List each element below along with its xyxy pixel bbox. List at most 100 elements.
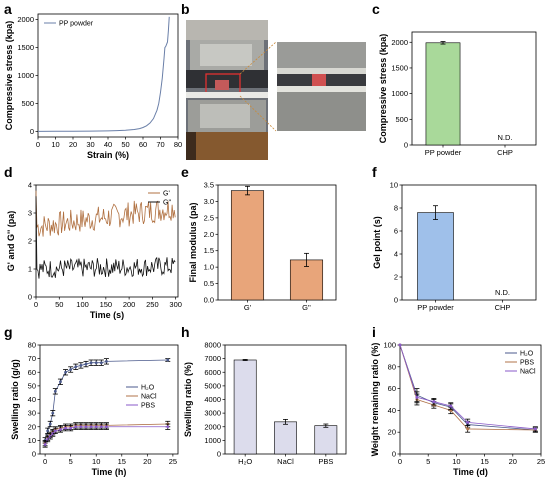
data-point-g-0 [51, 411, 55, 415]
panel-letter-b: b [181, 1, 190, 17]
series-line-d-1 [35, 196, 176, 279]
x-tick-label-a: 0 [36, 140, 40, 149]
x-tick-label-d: 150 [100, 300, 113, 309]
y-tick-label-f: 6 [394, 227, 398, 236]
data-point-g-2 [64, 426, 67, 430]
series-line-i-1 [399, 344, 536, 431]
bar-f-0 [417, 212, 454, 301]
y-tick-label-a: 1000 [17, 71, 34, 80]
panel-letter-h: h [181, 324, 190, 340]
bar-e-0 [230, 190, 265, 301]
y-tick-label-e: 0.5 [204, 279, 214, 288]
legend-label-i: PBS [520, 360, 534, 367]
y-tick-label-g: 0 [32, 450, 36, 459]
x-tick-label-a: 80 [174, 140, 182, 149]
plot-frame-i [399, 344, 542, 455]
y-tick-label-e: 1.5 [204, 246, 214, 255]
y-tick-label-d: 0 [28, 293, 32, 302]
y-tick-label-e: 2.5 [204, 213, 214, 222]
panel-d: 0 1 2 3 4 0 50 100 150 200 250 300 Time (s) G' and G'… [6, 181, 182, 321]
data-point-g-0 [74, 365, 78, 369]
y-tick-label-e: 1.0 [204, 263, 214, 272]
y-tick-label-i: 60 [388, 384, 396, 393]
y-axis-label-f: Gel point (s) [372, 216, 382, 269]
x-tick-label-i: 10 [452, 457, 460, 466]
data-point-g-0 [105, 359, 108, 363]
x-tick-label-i: 20 [509, 457, 517, 466]
y-axis-label-h: Swelling ratio (%) [183, 362, 193, 437]
series-line-pp-powder [37, 16, 170, 132]
legend-label-a: PP powder [59, 21, 94, 28]
y-tick-label-g: 30 [28, 409, 36, 418]
category-label-h: NaCl [277, 457, 294, 466]
y-tick-label-d: 3 [28, 209, 32, 218]
y-tick-label-f: 2 [394, 273, 398, 282]
y-tick-label-g: 70 [28, 354, 36, 363]
panel-a: 0 500 1000 1500 2000 0 10 20 30 40 50 60 70 80 Strain … [4, 13, 182, 160]
x-tick-label-i: 0 [398, 457, 402, 466]
y-tick-label-g: 10 [28, 436, 36, 445]
data-point-i-2 [466, 420, 470, 424]
data-point-i-1 [466, 427, 470, 431]
x-tick-label-d: 250 [146, 300, 159, 309]
x-tick-label-g: 20 [143, 457, 151, 466]
y-tick-label-d: 4 [28, 181, 32, 190]
data-point-g-2 [89, 425, 93, 429]
compression-test-photo [186, 20, 366, 160]
category-label-c: PP powder [425, 148, 462, 157]
y-axis-label-e: Final modulus (pa) [188, 202, 198, 282]
data-point-g-2 [84, 425, 88, 429]
plot-frame-f [401, 184, 537, 301]
y-tick-label-h: 0 [217, 450, 221, 459]
series-line-i-0 [399, 344, 536, 431]
data-point-i-2 [432, 400, 436, 404]
category-label-f: CHP [495, 303, 511, 312]
series-line-g-0 [44, 359, 168, 441]
x-tick-label-a: 70 [156, 140, 164, 149]
data-point-g-2 [69, 426, 73, 430]
x-tick-label-d: 0 [34, 300, 38, 309]
x-axis-label-a: Strain (%) [87, 150, 129, 160]
y-tick-label-f: 4 [394, 250, 398, 259]
plot-frame-c [411, 31, 537, 146]
x-tick-label-d: 200 [123, 300, 136, 309]
data-point-g-2 [166, 425, 170, 429]
y-tick-label-d: 1 [28, 265, 32, 274]
panel-e: 0.0 0.5 1.0 1.5 2.0 2.5 3.0 3.5 Final modulus (p… [188, 181, 337, 312]
y-tick-label-e: 0.0 [204, 296, 214, 305]
data-point-g-0 [64, 370, 67, 374]
data-point-i-2 [398, 343, 402, 347]
y-tick-label-f: 10 [390, 181, 398, 190]
y-tick-label-a: 0 [30, 127, 34, 136]
bar-c-0 [425, 42, 461, 146]
legend-label-g: NaCl [141, 394, 157, 401]
y-tick-label-f: 0 [394, 296, 398, 305]
data-label-c: N.D. [498, 133, 513, 142]
data-point-g-0 [59, 380, 62, 384]
y-tick-label-g: 50 [28, 381, 36, 390]
y-tick-label-i: 100 [383, 341, 396, 350]
data-point-g-2 [53, 429, 57, 433]
panel-letter-i: i [372, 324, 376, 340]
x-tick-label-i: 15 [480, 457, 488, 466]
data-point-g-0 [69, 368, 73, 371]
legend-label-g: PBS [141, 403, 155, 410]
data-point-g-0 [84, 362, 88, 366]
data-point-g-2 [51, 432, 55, 435]
category-label-e: G'' [302, 303, 311, 312]
panel-h: 0 1000 2000 3000 4000 5000 6000 7000 8000 Swellin… [183, 341, 347, 466]
y-tick-label-c: 1000 [391, 89, 408, 98]
x-tick-label-d: 300 [169, 300, 182, 309]
bar-h-1 [274, 421, 297, 455]
legend-label-i: NaCl [520, 369, 536, 376]
y-tick-label-h: 6000 [204, 368, 221, 377]
data-point-g-2 [46, 437, 50, 441]
y-tick-label-c: 2000 [391, 38, 408, 47]
y-tick-label-a: 2000 [17, 15, 34, 24]
data-point-g-0 [79, 364, 83, 367]
data-point-g-2 [48, 434, 52, 438]
x-tick-label-d: 50 [55, 300, 63, 309]
data-point-g-0 [89, 361, 93, 365]
data-point-g-0 [46, 429, 50, 433]
